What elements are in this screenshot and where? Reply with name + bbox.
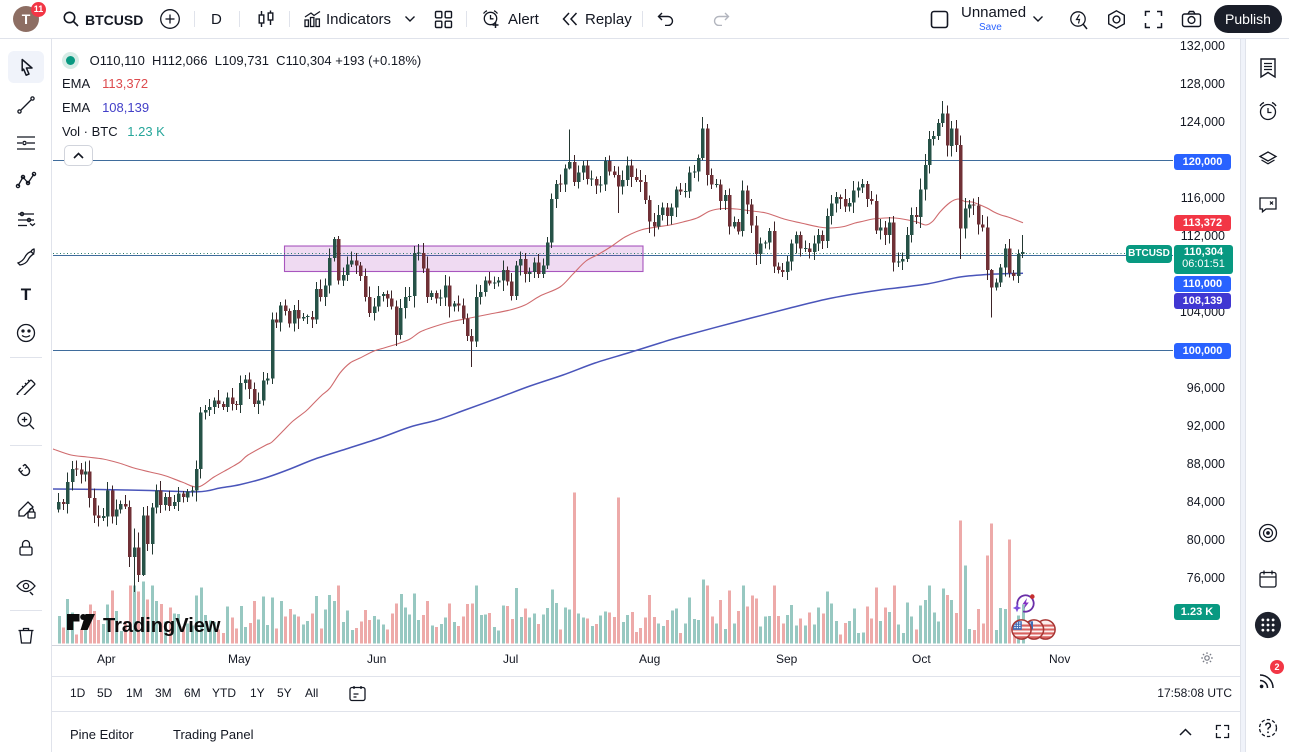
svg-text:TradingView: TradingView bbox=[103, 615, 221, 637]
